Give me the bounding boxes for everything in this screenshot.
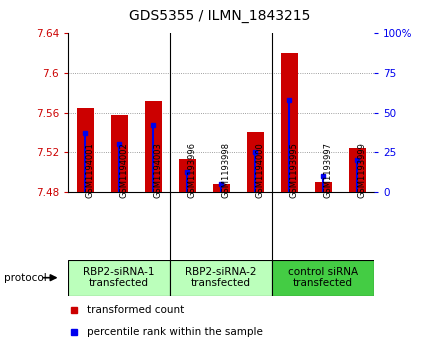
Bar <box>111 115 128 192</box>
Text: GSM1194001: GSM1194001 <box>85 142 94 198</box>
Text: GSM1193997: GSM1193997 <box>323 142 332 198</box>
Text: percentile rank within the sample: percentile rank within the sample <box>87 327 262 337</box>
Bar <box>315 183 331 192</box>
Bar <box>170 260 272 296</box>
Bar <box>68 260 170 296</box>
Text: GSM1194002: GSM1194002 <box>119 142 128 198</box>
Bar <box>179 159 196 192</box>
Text: RBP2-siRNA-2
transfected: RBP2-siRNA-2 transfected <box>185 267 257 289</box>
Bar <box>246 132 264 192</box>
Bar <box>348 148 366 192</box>
Text: GSM1194000: GSM1194000 <box>255 142 264 198</box>
Bar <box>213 184 230 192</box>
Bar <box>272 260 374 296</box>
Text: GSM1194003: GSM1194003 <box>153 142 162 198</box>
Text: GDS5355 / ILMN_1843215: GDS5355 / ILMN_1843215 <box>129 9 311 23</box>
Bar <box>77 107 94 192</box>
Text: RBP2-siRNA-1
transfected: RBP2-siRNA-1 transfected <box>84 267 155 289</box>
Bar <box>145 101 161 192</box>
Text: transformed count: transformed count <box>87 305 184 315</box>
Bar <box>281 53 297 192</box>
Text: GSM1193999: GSM1193999 <box>357 142 366 198</box>
Text: GSM1193998: GSM1193998 <box>221 142 230 198</box>
Text: control siRNA
transfected: control siRNA transfected <box>288 267 358 289</box>
Text: GSM1193996: GSM1193996 <box>187 142 196 198</box>
Text: GSM1193995: GSM1193995 <box>289 142 298 198</box>
Text: protocol: protocol <box>4 273 47 283</box>
